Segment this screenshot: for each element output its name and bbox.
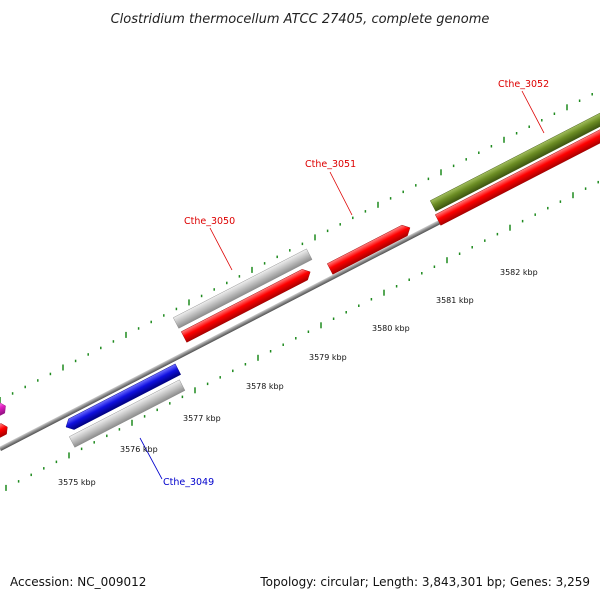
gene-red-cthe3052[interactable] (434, 122, 600, 226)
tick-label-3576: 3576 kbp (120, 445, 158, 454)
gene-blue-cthe3049[interactable] (63, 363, 181, 432)
genome-backbone (0, 125, 600, 451)
gene-label-cthe3052[interactable]: Cthe_3052 (498, 79, 549, 90)
gene-red-cthe3051[interactable] (326, 222, 412, 275)
gene-magenta-partial[interactable] (0, 401, 8, 422)
tick-label-3580: 3580 kbp (372, 324, 410, 333)
gene-olive-cthe3052[interactable] (429, 108, 600, 212)
tick-label-3578: 3578 kbp (246, 382, 284, 391)
tick-label-3581: 3581 kbp (436, 296, 474, 305)
tick-label-3577: 3577 kbp (183, 414, 221, 423)
gene-grey-cthe3049[interactable] (68, 379, 186, 448)
gene-red-cthe3050[interactable] (180, 267, 313, 343)
gene-red-partial[interactable] (0, 422, 10, 444)
leader-cthe3052 (521, 90, 545, 134)
gene-grey-cthe3050[interactable] (172, 248, 313, 329)
tick-label-3579: 3579 kbp (309, 353, 347, 362)
gene-label-cthe3049[interactable]: Cthe_3049 (163, 477, 214, 488)
tick-label-3575: 3575 kbp (58, 478, 96, 487)
accession-text: Accession: NC_009012 (10, 575, 146, 589)
outer-tick-band (0, 93, 593, 403)
tick-label-3582: 3582 kbp (500, 268, 538, 277)
leader-cthe3051 (329, 171, 353, 216)
genome-summary-text: Topology: circular; Length: 3,843,301 bp… (259, 575, 590, 589)
gene-label-cthe3050[interactable]: Cthe_3050 (184, 216, 235, 227)
map-title: Clostridium thermocellum ATCC 27405, com… (111, 12, 490, 27)
inner-tick-band (5, 180, 599, 491)
leader-cthe3050 (209, 227, 233, 271)
gene-label-cthe3051[interactable]: Cthe_3051 (305, 159, 356, 170)
leader-cthe3049 (139, 437, 163, 480)
